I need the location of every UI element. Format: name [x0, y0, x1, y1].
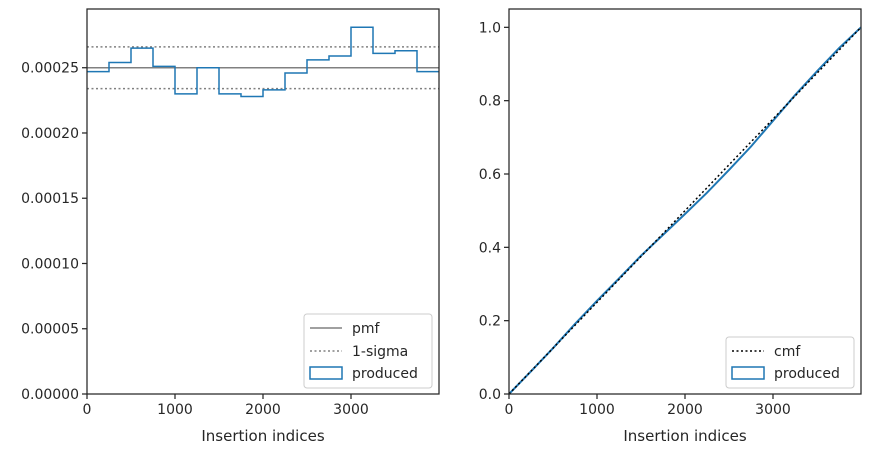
- y-ticks-left: 0.00000 0.00005 0.00010 0.00015 0.00020 0.000…: [21, 61, 87, 403]
- cmf-line: [508, 26, 862, 395]
- x-axis-label-left: Insertion indices: [201, 427, 324, 445]
- y-tick-label-left: 0.00005: [21, 322, 79, 338]
- y-tick-label-left: 0.00020: [21, 126, 79, 142]
- y-tick-label-right: 0.0: [479, 387, 501, 403]
- legend-label-pmf: pmf: [352, 321, 381, 337]
- legend-label-cmf: cmf: [774, 344, 801, 360]
- x-tick-label-right: 0: [505, 402, 514, 418]
- y-tick-label-left: 0.00015: [21, 191, 79, 207]
- x-tick-label-left: 1000: [157, 402, 193, 418]
- x-tick-label-right: 2000: [667, 402, 703, 418]
- y-tick-label-right: 0.2: [479, 314, 501, 330]
- x-tick-label-right: 3000: [755, 402, 791, 418]
- y-tick-label-left: 0.00025: [21, 61, 79, 77]
- legend-label-sigma: 1-sigma: [352, 344, 408, 360]
- left-chart: 0.00000 0.00005 0.00010 0.00015 0.00020 0.000…: [21, 8, 440, 445]
- x-ticks-left: 0 1000 2000 3000: [83, 394, 369, 418]
- y-tick-label-right: 0.4: [479, 240, 501, 256]
- legend-left: pmf 1-sigma produced: [303, 313, 433, 389]
- y-tick-label-right: 0.8: [479, 94, 501, 110]
- legend-label-produced: produced: [352, 366, 418, 382]
- axes-frame-right: [508, 8, 862, 395]
- legend-label-produced-right: produced: [774, 366, 840, 382]
- legend-box-right: [725, 336, 855, 389]
- legend-box-left: [303, 313, 433, 389]
- right-chart: 0.0 0.2 0.4 0.6 0.8 1.0 0 1000 2000 3000 Inserti…: [479, 8, 862, 445]
- produced-histogram: [87, 26, 439, 98]
- x-tick-label-left: 2000: [245, 402, 281, 418]
- produced-cdf-line: [508, 26, 862, 395]
- y-tick-label-left: 0.00010: [21, 256, 79, 272]
- x-ticks-right: 0 1000 2000 3000: [505, 394, 791, 418]
- y-tick-label-right: 0.6: [479, 167, 501, 183]
- legend-swatch-produced-right: [731, 366, 765, 380]
- y-ticks-right: 0.0 0.2 0.4 0.6 0.8 1.0: [479, 20, 509, 403]
- y-tick-label-right: 1.0: [479, 20, 501, 36]
- sigma-lines-left: [87, 46, 439, 90]
- legend-right: cmf produced: [725, 336, 855, 389]
- y-tick-label-left: 0.00000: [21, 387, 79, 403]
- x-tick-label-left: 0: [83, 402, 92, 418]
- x-tick-label-right: 1000: [579, 402, 615, 418]
- x-axis-label-right: Insertion indices: [623, 427, 746, 445]
- legend-swatch-produced: [309, 366, 343, 380]
- axes-frame-left: [86, 8, 440, 395]
- x-tick-label-left: 3000: [333, 402, 369, 418]
